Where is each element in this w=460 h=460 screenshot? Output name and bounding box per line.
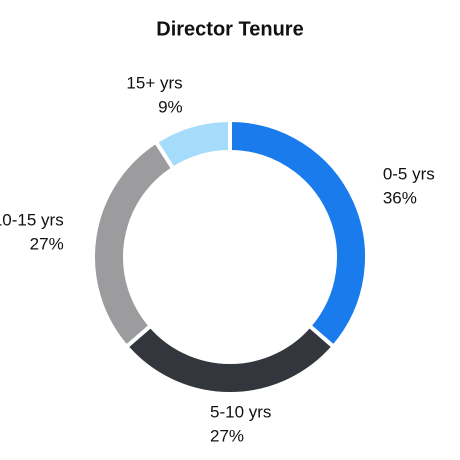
slice-value-label: 27% bbox=[30, 235, 64, 254]
slice-label: 5-10 yrs bbox=[210, 402, 271, 421]
slice-value-label: 27% bbox=[210, 426, 244, 445]
slice-label: 0-5 yrs bbox=[383, 165, 435, 184]
donut-segment bbox=[153, 117, 232, 172]
donut-segment bbox=[228, 117, 369, 350]
donut-segment bbox=[91, 138, 176, 350]
donut-segment bbox=[123, 322, 337, 396]
chart-title: Director Tenure bbox=[156, 18, 303, 40]
slice-label: 10-15 yrs bbox=[0, 211, 64, 230]
slice-value-label: 9% bbox=[158, 97, 183, 116]
slice-label: 15+ yrs bbox=[126, 73, 182, 92]
slice-value-label: 36% bbox=[383, 189, 417, 208]
